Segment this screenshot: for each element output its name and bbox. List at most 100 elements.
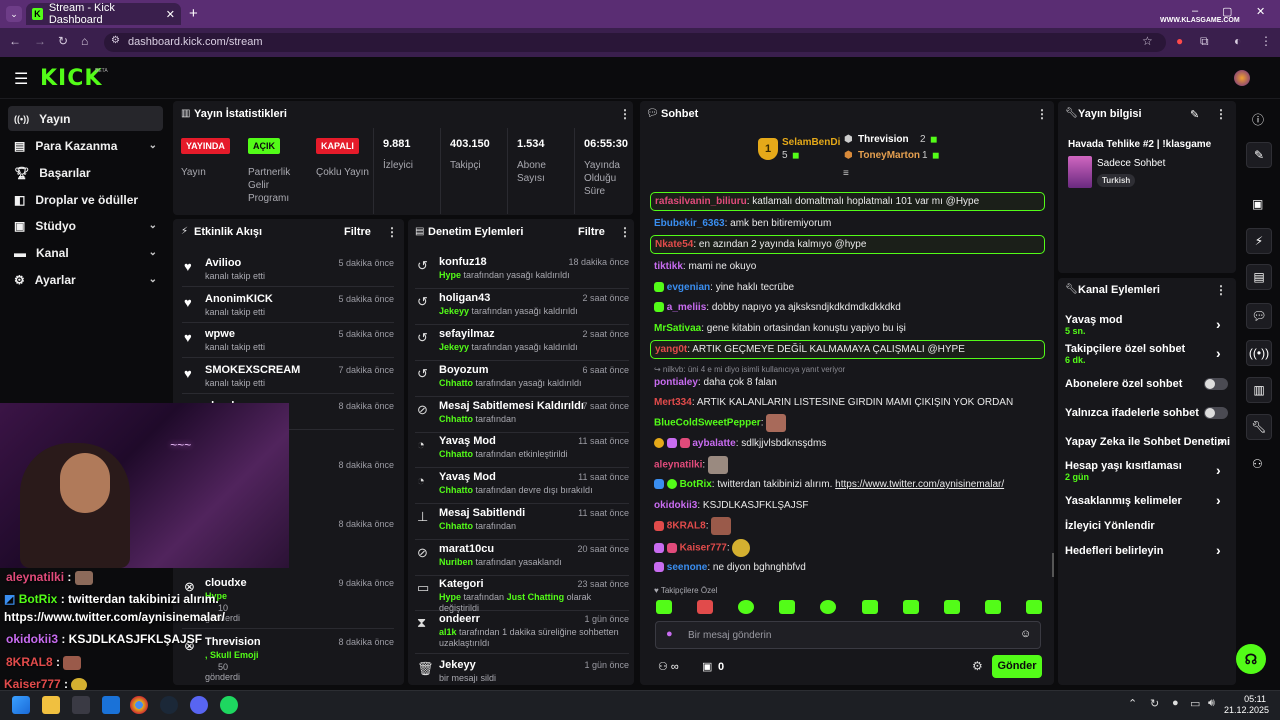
tray-volume-icon[interactable]: 🔊︎ [1208, 697, 1215, 709]
site-info-icon[interactable]: ⚙ [111, 35, 120, 46]
profile-avatar-icon[interactable]: ◐ [1234, 34, 1242, 48]
send-button[interactable]: Gönder [992, 655, 1042, 678]
browser-menu-icon[interactable]: ⋮ [1260, 34, 1272, 48]
moderation-filter-button[interactable]: Filtre [578, 226, 605, 238]
chat-username[interactable]: BotRix [679, 479, 712, 490]
stats-menu-icon[interactable]: ⋮ [619, 107, 631, 121]
tray-mic-icon[interactable]: ● [1172, 697, 1179, 709]
language-tag[interactable]: Turkish [1097, 174, 1136, 187]
chevron-right-icon[interactable]: › [1216, 492, 1221, 508]
chrome-icon[interactable] [130, 696, 148, 714]
tab-close-icon[interactable]: ✕ [165, 8, 175, 21]
chat-menu-icon[interactable]: ⋮ [1036, 107, 1048, 121]
subscribers-only-toggle[interactable] [1204, 378, 1228, 390]
chevron-right-icon[interactable]: › [1216, 462, 1221, 478]
mic-icon[interactable]: ● [666, 628, 673, 640]
reload-icon[interactable]: ↻ [58, 34, 69, 48]
external-link-icon[interactable]: ↗ [1216, 437, 1226, 449]
bookmark-star-icon[interactable]: ☆ [1142, 34, 1153, 48]
account-age-action[interactable]: Hesap yaşı kısıtlaması 2 gün [1065, 460, 1182, 482]
url-field[interactable]: dashboard.kick.com/stream [104, 33, 1166, 52]
sidebar-item-studyo[interactable]: ▣ Stüdyo ⌄ [8, 213, 163, 238]
mod-target[interactable]: Boyozum [439, 364, 489, 376]
channel-actions-menu-icon[interactable]: ⋮ [1215, 283, 1227, 297]
leader-name[interactable]: Threvision [858, 134, 909, 145]
mod-actor[interactable]: Nuriben [439, 557, 474, 567]
goals-action[interactable]: Hedefleri belirleyin [1065, 545, 1164, 557]
activity-filter-button[interactable]: Filtre [344, 226, 371, 238]
chat-username[interactable]: evgenian [666, 282, 711, 293]
mod-target[interactable]: ondeerr [439, 613, 480, 625]
chat-settings-icon[interactable]: ⚙ [972, 659, 983, 673]
rail-screen-icon[interactable]: ▣ [1252, 197, 1264, 211]
back-icon[interactable]: ← [9, 34, 21, 48]
sidebar-item-kanal[interactable]: ▬ Kanal ⌄ [8, 240, 163, 265]
mod-target[interactable]: holigan43 [439, 292, 491, 304]
spotify-icon[interactable] [220, 696, 238, 714]
mod-category[interactable]: Just Chatting [506, 592, 565, 602]
slow-mode-action[interactable]: Yavaş mod 5 sn. [1065, 314, 1122, 336]
emoji-picker-icon[interactable]: ☺ [1020, 628, 1032, 640]
chat-username[interactable]: Nkate54 [655, 239, 694, 250]
close-window-icon[interactable]: ✕ [1256, 6, 1266, 18]
sidebar-item-basarilar[interactable]: 🏆︎ Başarılar [8, 160, 163, 185]
feed-user[interactable]: Avilioo [205, 257, 242, 269]
file-explorer-icon[interactable] [42, 696, 60, 714]
chat-username[interactable]: aleynatilki [654, 459, 703, 471]
mod-actor[interactable]: Hype [439, 270, 462, 280]
sidebar-item-para-kazanma[interactable]: ▤ Para Kazanma ⌄ [8, 133, 163, 158]
rail-edit-button[interactable]: ✎ [1246, 142, 1272, 168]
rail-moderation-button[interactable]: ▤ [1246, 264, 1272, 290]
support-headset-button[interactable]: ☊ [1236, 644, 1266, 674]
mod-actor[interactable]: al1k [439, 627, 457, 637]
rail-wrench-button[interactable]: 🔧︎ [1246, 414, 1272, 440]
emote-button[interactable] [861, 600, 878, 614]
maximize-icon[interactable]: ▢ [1222, 6, 1233, 18]
leader-name[interactable]: ToneyMarton [858, 150, 921, 161]
mod-actor[interactable]: Hype [439, 592, 462, 602]
browser-tab[interactable]: K Stream - Kick Dashboard ✕ [26, 2, 181, 26]
mod-actor[interactable]: Chhatto [439, 414, 473, 424]
chat-scrollbar[interactable] [1052, 553, 1054, 577]
chat-username[interactable]: 8KRAL8 [666, 520, 706, 532]
chat-username[interactable]: pontialey [654, 377, 698, 388]
raid-action[interactable]: İzleyici Yönlendir [1065, 520, 1155, 532]
stream-info-menu-icon[interactable]: ⋮ [1215, 107, 1227, 121]
mod-actor[interactable]: Chhatto [439, 485, 473, 495]
home-icon[interactable]: ⌂ [81, 34, 89, 48]
followers-only-action[interactable]: Takipçilere özel sohbet 6 dk. [1065, 343, 1185, 365]
rail-users-icon[interactable]: ⚇ [1252, 457, 1263, 471]
tab-menu-button[interactable]: ⌄ [6, 6, 22, 22]
emote-only-toggle[interactable] [1204, 407, 1228, 419]
chat-username[interactable]: MrSativaa [654, 323, 702, 334]
mod-target[interactable]: Jekeyy [439, 659, 476, 671]
emote-button[interactable] [820, 600, 837, 614]
chat-input-box[interactable]: ● Bir mesaj gönderin ☺ [655, 621, 1041, 649]
mod-actor[interactable]: Chhatto [439, 521, 473, 531]
moderation-menu-icon[interactable]: ⋮ [619, 225, 631, 239]
chat-username[interactable]: seenone [666, 562, 708, 573]
outlook-icon[interactable] [102, 696, 120, 714]
sidebar-item-yayin[interactable]: ((•)) Yayın [8, 106, 163, 131]
chat-link[interactable]: https://www.twitter.com/aynisinemalar/ [835, 479, 1005, 490]
forward-icon[interactable]: → [34, 34, 46, 48]
emote-button[interactable] [943, 600, 960, 614]
sidebar-item-droplar[interactable]: ◧ Droplar ve ödüller [8, 187, 163, 212]
rail-bolt-button[interactable]: ⚡︎ [1246, 228, 1272, 254]
mod-target[interactable]: marat10cu [439, 543, 495, 555]
feed-user[interactable]: AnonimKICK [205, 293, 273, 305]
steam-icon[interactable] [160, 696, 178, 714]
rail-broadcast-button[interactable]: ((•)) [1246, 340, 1272, 366]
edit-pencil-icon[interactable]: ✎ [1190, 109, 1200, 121]
extensions-puzzle-icon[interactable]: ⧉ [1200, 34, 1209, 48]
feed-user[interactable]: wpwe [205, 328, 235, 340]
banned-words-action[interactable]: Yasaklanmış kelimeler [1065, 495, 1182, 507]
chevron-right-icon[interactable]: › [1216, 316, 1221, 332]
chat-username[interactable]: aybalatte [692, 438, 736, 449]
minimize-icon[interactable]: – [1192, 5, 1199, 17]
feed-user[interactable]: Threvision [205, 636, 261, 648]
windows-start-icon[interactable] [12, 696, 30, 714]
emote-button[interactable] [779, 600, 796, 614]
emote-button[interactable] [984, 600, 1001, 614]
leader-name[interactable]: SelamBenDi [782, 137, 841, 148]
